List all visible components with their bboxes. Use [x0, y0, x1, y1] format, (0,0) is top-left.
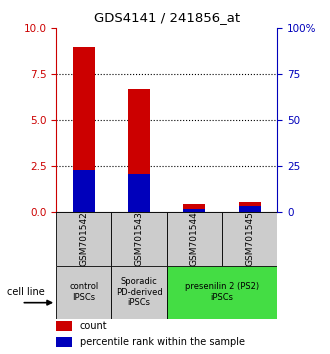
Bar [56, 337, 72, 347]
Bar [239, 202, 261, 212]
Text: GSM701544: GSM701544 [190, 212, 199, 266]
Bar [56, 266, 112, 319]
Text: count: count [80, 321, 108, 331]
Bar [239, 206, 261, 212]
Text: presenilin 2 (PS2)
iPSCs: presenilin 2 (PS2) iPSCs [185, 282, 259, 302]
Text: control
IPSCs: control IPSCs [69, 282, 98, 302]
Bar [112, 266, 167, 319]
Bar [167, 266, 277, 319]
Text: cell line: cell line [7, 287, 44, 297]
Bar [183, 204, 205, 212]
Title: GDS4141 / 241856_at: GDS4141 / 241856_at [94, 11, 240, 24]
Bar [167, 212, 222, 266]
Text: percentile rank within the sample: percentile rank within the sample [80, 337, 245, 347]
Bar [56, 212, 112, 266]
Bar [128, 174, 150, 212]
Bar [183, 209, 205, 212]
Bar [73, 170, 95, 212]
Bar [112, 212, 167, 266]
Bar [73, 47, 95, 212]
Bar [128, 89, 150, 212]
Bar [222, 212, 277, 266]
Text: GSM701542: GSM701542 [79, 212, 88, 266]
Bar [56, 321, 72, 331]
Text: GSM701543: GSM701543 [135, 211, 144, 267]
Text: Sporadic
PD-derived
iPSCs: Sporadic PD-derived iPSCs [115, 277, 162, 307]
Text: GSM701545: GSM701545 [245, 211, 254, 267]
